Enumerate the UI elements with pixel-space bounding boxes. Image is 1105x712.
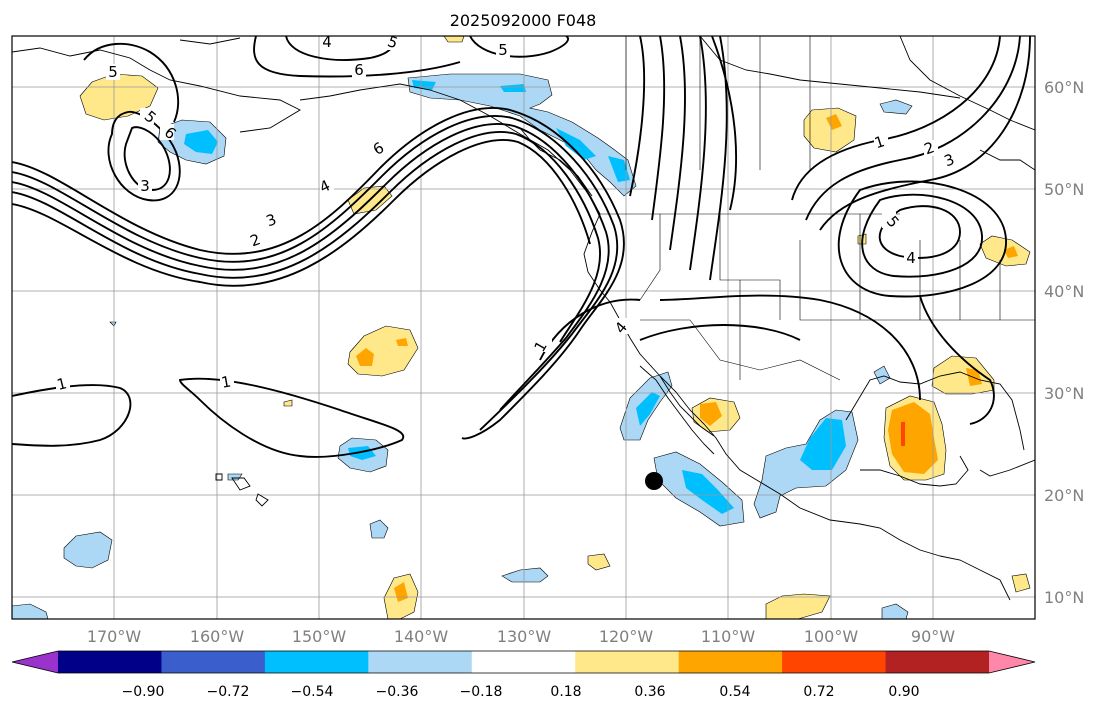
lon-label: 150°W — [292, 627, 347, 646]
colorbar-tick-label: −0.18 — [460, 684, 503, 700]
lon-label: 90°W — [911, 627, 955, 646]
colorbar-tick-label: −0.90 — [122, 684, 165, 700]
contour-label: 4 — [322, 33, 332, 51]
lat-label: 20°N — [1044, 486, 1084, 505]
lon-label: 130°W — [497, 627, 552, 646]
colorbar-tick-label: −0.72 — [207, 684, 250, 700]
contour-label: 1 — [55, 374, 69, 394]
colorbar-extend-min — [12, 651, 58, 673]
lon-label: 100°W — [804, 627, 859, 646]
lat-label: 10°N — [1044, 588, 1084, 607]
colorbar-segment — [58, 651, 162, 673]
contour-label: 1 — [220, 372, 233, 391]
colorbar-outline — [11, 650, 1036, 674]
lon-label: 170°W — [87, 627, 142, 646]
map-frame — [11, 35, 1036, 620]
map-title: 2025092000 F048 — [450, 11, 597, 30]
negative-shading-medium — [184, 80, 846, 514]
latitude-labels: 60°N 50°N 40°N 30°N 20°N 10°N — [1044, 78, 1084, 607]
colorbar-segment — [471, 651, 576, 673]
lon-label: 140°W — [394, 627, 449, 646]
colorbar — [11, 650, 1036, 674]
lat-label: 40°N — [1044, 282, 1084, 301]
contour-label: 5 — [108, 63, 118, 81]
lat-label: 50°N — [1044, 180, 1084, 199]
colorbar-segment — [264, 651, 369, 673]
colorbar-tick-label: 0.36 — [634, 684, 665, 700]
contour-label: 5 — [498, 41, 508, 59]
colorbar-tick-label: 0.54 — [719, 684, 750, 700]
colorbar-ticks: −0.90 −0.72 −0.54 −0.36 −0.18 0.18 0.36 … — [122, 684, 920, 700]
positive-shading-strong — [901, 422, 905, 446]
colorbar-tick-label: 0.18 — [550, 684, 581, 700]
colorbar-segment — [575, 651, 680, 673]
location-marker — [645, 472, 663, 490]
lat-label: 30°N — [1044, 384, 1084, 403]
colorbar-tick-label: −0.36 — [376, 684, 419, 700]
colorbar-segment — [885, 651, 990, 673]
contour-labels: 1 1 1 1 2 2 3 3 3 4 4 4 4 5 — [55, 33, 958, 394]
positive-shading-medium — [356, 114, 1018, 602]
colorbar-segment — [678, 651, 783, 673]
lon-label: 160°W — [190, 627, 245, 646]
colorbar-segment — [161, 651, 266, 673]
map-area: 1 1 1 1 2 2 3 3 3 4 4 4 4 5 — [12, 33, 1035, 619]
contour-lines — [12, 36, 1031, 458]
lon-label: 120°W — [599, 627, 654, 646]
colorbar-extend-max — [989, 651, 1035, 673]
political-borders — [600, 36, 1035, 381]
contour-label: 4 — [906, 249, 916, 267]
contour-label: 3 — [140, 177, 150, 195]
contour-label: 6 — [354, 61, 364, 79]
lon-label: 110°W — [701, 627, 756, 646]
colorbar-tick-label: 0.72 — [803, 684, 834, 700]
colorbar-segment — [782, 651, 887, 673]
lat-label: 60°N — [1044, 78, 1084, 97]
colorbar-tick-label: −0.54 — [291, 684, 334, 700]
colorbar-segment — [368, 651, 473, 673]
colorbar-tick-label: 0.90 — [888, 684, 919, 700]
longitude-labels: 170°W 160°W 150°W 140°W 130°W 120°W 110°… — [87, 627, 955, 646]
